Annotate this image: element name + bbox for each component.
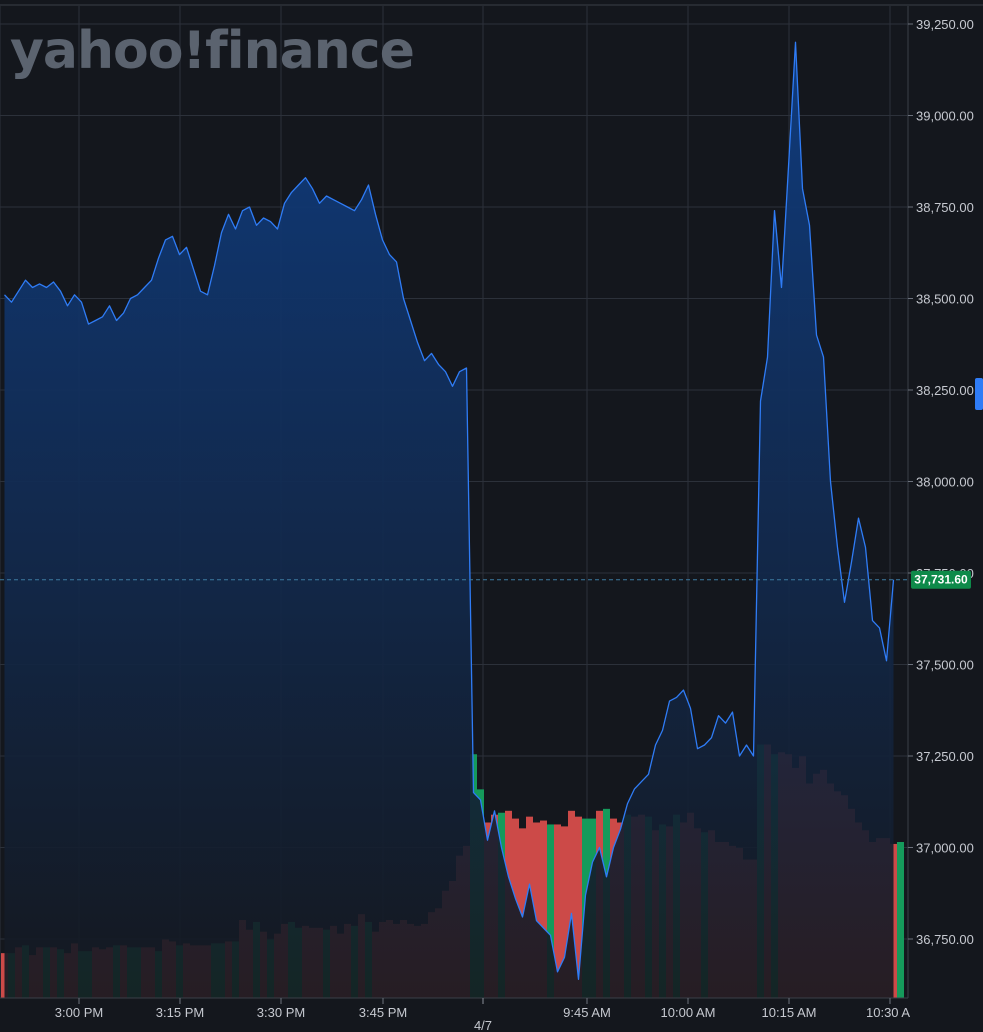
x-tick-label: 3:45 PM	[359, 1005, 407, 1020]
volume-bar	[575, 816, 582, 998]
x-axis: 3:00 PM 3:15 PM 3:30 PM 3:45 PM 9:45 AM 10:00…	[55, 998, 910, 1020]
x-tick-label: 3:15 PM	[156, 1005, 204, 1020]
y-tick-label: 37,000.00	[916, 841, 974, 856]
x-tick-label: 10:15 AM	[762, 1005, 817, 1020]
volume-bar	[533, 822, 540, 998]
x-tick-label: 3:00 PM	[55, 1005, 103, 1020]
y-tick-label: 39,250.00	[916, 17, 974, 32]
last-price-label: 37,731.60	[914, 573, 968, 587]
y-tick-label: 39,000.00	[916, 109, 974, 124]
x-tick-label: 9:45 AM	[563, 1005, 611, 1020]
price-area	[4, 42, 894, 998]
volume-bar	[554, 824, 561, 998]
price-line	[4, 41, 895, 980]
y-tick-label: 38,250.00	[916, 383, 974, 398]
volume-bar	[540, 820, 547, 998]
y-tick-label: 37,250.00	[916, 749, 974, 764]
volume-bar	[561, 826, 568, 998]
x-tick-label: 10:00 AM	[661, 1005, 716, 1020]
y-tick-label: 38,750.00	[916, 200, 974, 215]
volume-bar	[568, 810, 575, 998]
y-tick-label: 38,000.00	[916, 475, 974, 490]
volume-bar	[547, 824, 554, 998]
last-price-tag: 37,731.60	[911, 570, 971, 589]
x-tick-label: 10:30 A	[866, 1005, 910, 1020]
price-scale-handle[interactable]	[975, 378, 983, 410]
y-tick-label: 36,750.00	[916, 932, 974, 947]
price-series	[4, 41, 895, 998]
volume-bar	[897, 842, 904, 998]
last-price-tag-background	[911, 570, 971, 589]
y-tick-label: 37,500.00	[916, 658, 974, 673]
yahoo-finance-watermark: yahoo!finance	[10, 21, 414, 81]
day-divider-label: 4/7	[474, 1018, 492, 1032]
volume-bar	[519, 828, 526, 998]
y-tick-label: 38,500.00	[916, 292, 974, 307]
x-tick-label: 3:30 PM	[257, 1005, 305, 1020]
